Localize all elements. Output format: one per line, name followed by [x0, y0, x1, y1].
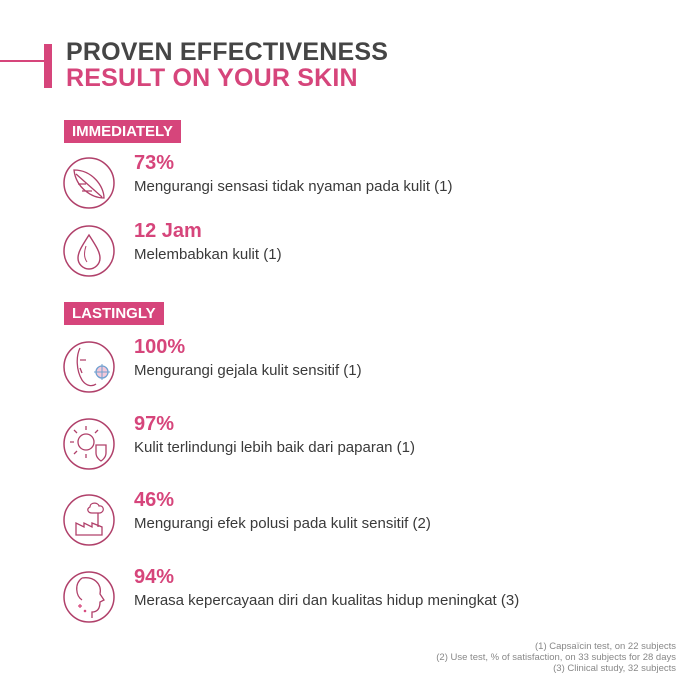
result-description: Kulit terlindungi lebih baik dari papara… — [134, 439, 416, 456]
sun-shield-icon — [63, 418, 115, 470]
result-value: 73% — [134, 152, 175, 174]
feather-icon — [63, 157, 115, 209]
result-description: Mengurangi efek polusi pada kulit sensit… — [134, 515, 431, 532]
result-description: Mengurangi sensasi tidak nyaman pada kul… — [134, 178, 453, 195]
footnote: (3) Clinical study, 32 subjects — [553, 663, 676, 674]
header-line — [0, 60, 46, 62]
result-item: 100% Mengurangi gejala kulit sensitif (1… — [62, 336, 682, 396]
result-description: Melembabkan kulit (1) — [134, 246, 282, 263]
result-item: 46% Mengurangi efek polusi pada kulit se… — [62, 489, 682, 549]
result-item: 94% Merasa kepercayaan diri dan kualitas… — [62, 566, 682, 626]
result-value: 12 Jam — [134, 220, 202, 242]
title-line-2: RESULT ON YOUR SKIN — [66, 64, 358, 92]
footnotes: (1) Capsaïcin test, on 22 subjects (2) U… — [436, 641, 676, 674]
water-drop-icon — [63, 225, 115, 277]
result-value: 94% — [134, 566, 175, 588]
factory-pollution-icon — [63, 494, 115, 546]
face-target-icon — [63, 341, 115, 393]
result-description: Merasa kepercayaan diri dan kualitas hid… — [134, 592, 520, 609]
section-badge-lastingly: LASTINGLY — [64, 302, 164, 325]
section-badge-immediately: IMMEDIATELY — [64, 120, 181, 143]
face-profile-sparkle-icon — [63, 571, 115, 623]
footnote: (2) Use test, % of satisfaction, on 33 s… — [436, 652, 676, 663]
result-item: 73% Mengurangi sensasi tidak nyaman pada… — [62, 152, 682, 212]
result-value: 46% — [134, 489, 175, 511]
result-value: 100% — [134, 336, 186, 358]
title-line-1: PROVEN EFFECTIVENESS — [66, 38, 389, 66]
result-value: 97% — [134, 413, 175, 435]
footnote: (1) Capsaïcin test, on 22 subjects — [535, 641, 676, 652]
result-item: 12 Jam Melembabkan kulit (1) — [62, 220, 682, 280]
header-bar — [44, 44, 52, 88]
result-description: Mengurangi gejala kulit sensitif (1) — [134, 362, 362, 379]
result-item: 97% Kulit terlindungi lebih baik dari pa… — [62, 413, 682, 473]
